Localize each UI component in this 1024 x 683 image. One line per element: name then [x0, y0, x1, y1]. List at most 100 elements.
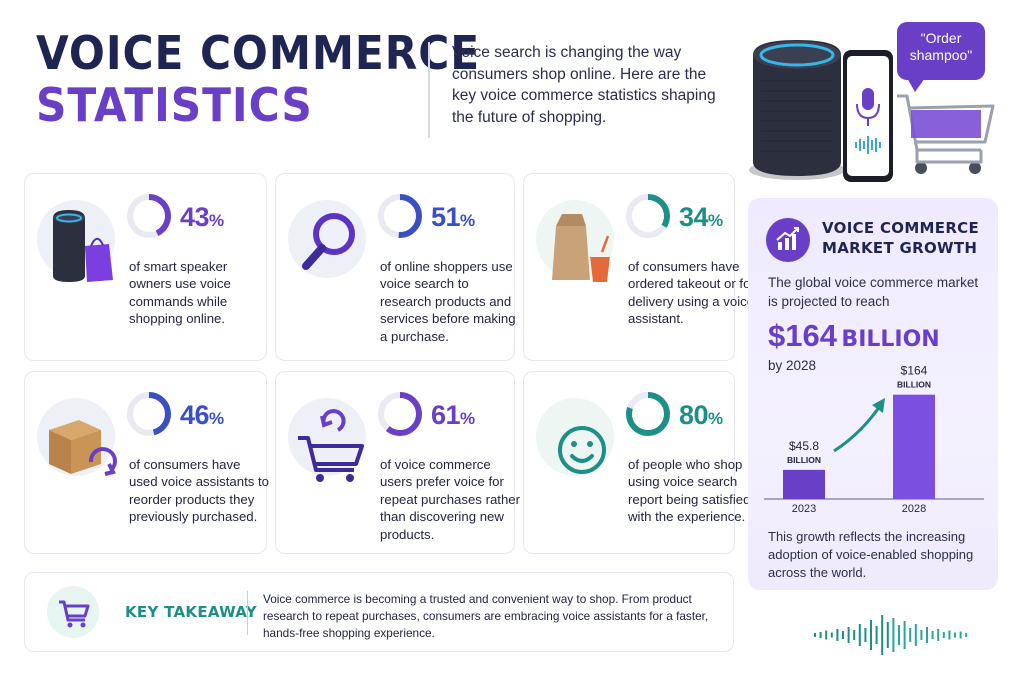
reorder-box-icon: [49, 420, 117, 476]
shopping-cart-icon: [47, 586, 99, 638]
market-year: by 2028: [768, 358, 817, 373]
takeaway-text: Voice commerce is becoming a trusted and…: [263, 592, 709, 640]
hero-illustration: [749, 40, 995, 182]
stat-value: 61: [431, 400, 461, 430]
market-big-unit: BILLION: [841, 327, 940, 352]
ring-progress: [127, 194, 171, 238]
wave-bar: [853, 630, 856, 640]
percent-ring: [127, 194, 171, 238]
stat-card: 46% of consumers have used voice assista…: [24, 371, 270, 554]
market-footer: This growth reflects the increasing adop…: [768, 529, 974, 581]
stat-description: of people who shop using voice search re…: [628, 457, 751, 525]
wave-bar: [959, 631, 962, 639]
stat-card: 43% of smart speaker owners use voice co…: [24, 173, 267, 361]
cart-repeat-icon: [298, 409, 364, 482]
ring-progress: [626, 194, 670, 238]
stat-description: of consumers have used voice assistants …: [129, 457, 270, 525]
growth-arrow: [833, 402, 884, 453]
stat-description: of online shoppers use voice search to r…: [380, 259, 516, 344]
wave-bar: [942, 632, 945, 638]
wave-bar: [825, 630, 828, 640]
smart-speaker-icon: [749, 40, 845, 180]
title-line-1: VOICE COMMERCE: [36, 26, 481, 80]
wave-bar: [909, 628, 912, 642]
stat-unit: %: [708, 211, 723, 230]
percent-ring: [127, 392, 171, 436]
stat-card: 61% of voice commerce users prefer voice…: [275, 371, 520, 554]
intro-text: Voice search is changing the way consume…: [452, 44, 716, 127]
stat-card: 51% of online shoppers use voice search …: [275, 173, 516, 361]
wave-bar: [903, 621, 906, 649]
smart-speaker-icon: [53, 210, 113, 282]
ring-progress: [626, 392, 670, 436]
chart-bar-2023: [783, 469, 825, 499]
intro-divider: [428, 42, 430, 138]
wave-bar: [920, 630, 923, 640]
wave-bar: [814, 633, 816, 637]
ring-progress: [127, 392, 171, 436]
percent-ring: [378, 194, 422, 238]
wave-bar: [948, 630, 951, 640]
wave-bar: [842, 631, 844, 639]
wave-bar: [847, 627, 850, 643]
chart-category-label: 2023: [792, 503, 816, 513]
chart-bar-2028: [893, 394, 935, 499]
sound-wave-icon: [814, 615, 968, 655]
wave-bar: [965, 633, 968, 637]
stat-percent: 43%: [180, 202, 224, 233]
stat-value: 80: [679, 400, 709, 430]
shopping-cart-icon: [897, 94, 995, 174]
stat-description: of consumers have ordered takeout or foo…: [628, 259, 766, 327]
stat-card: 34% of consumers have ordered takeout or…: [523, 173, 765, 361]
stat-description: of voice commerce users prefer voice for…: [380, 457, 521, 542]
wave-bar: [892, 618, 895, 652]
wave-bar: [836, 629, 839, 641]
takeaway-label: KEY TAKEAWAY: [125, 603, 257, 621]
key-takeaway: KEY TAKEAWAY Voice commerce is becoming …: [24, 572, 734, 652]
voice-command-bubble: "Order shampoo": [897, 22, 985, 92]
stat-percent: 61%: [431, 400, 475, 431]
wave-bar: [819, 632, 822, 638]
market-growth-panel: VOICE COMMERCE MARKET GROWTH The global …: [748, 198, 998, 590]
stat-percent: 51%: [431, 202, 475, 233]
stat-unit: %: [209, 211, 224, 230]
wave-bar: [954, 632, 956, 638]
bubble-line-2: shampoo": [909, 46, 973, 63]
wave-bar: [937, 629, 940, 641]
stat-percent: 80%: [679, 400, 723, 431]
market-title: VOICE COMMERCE MARKET GROWTH: [822, 218, 979, 259]
stat-unit: %: [708, 409, 723, 428]
takeaway-divider: [247, 591, 248, 635]
phone-icon: [843, 50, 893, 182]
percent-ring: [626, 392, 670, 436]
page-title: VOICE COMMERCE STATISTICS: [36, 30, 519, 128]
stat-percent: 34%: [679, 202, 723, 233]
chart-unit-label: BILLION: [787, 455, 821, 465]
wave-bar: [875, 626, 878, 644]
wave-bar: [830, 632, 833, 638]
percent-ring: [378, 392, 422, 436]
growth-arrow-head: [872, 398, 885, 413]
growth-chart-icon: [766, 218, 810, 262]
wave-bar: [864, 628, 867, 642]
stat-percent: 46%: [180, 400, 224, 431]
wave-bar: [881, 615, 884, 655]
stat-value: 34: [679, 202, 709, 232]
wave-bar: [858, 624, 861, 646]
magnifier-icon: [302, 213, 355, 270]
stat-unit: %: [460, 211, 475, 230]
stat-unit: %: [209, 409, 224, 428]
smiley-icon: [558, 426, 606, 474]
stat-value: 51: [431, 202, 461, 232]
wave-bar: [870, 620, 872, 650]
market-projection: $164 BILLION: [768, 318, 940, 354]
market-big-number: $164: [768, 318, 837, 353]
chart-value-label: $45.8: [789, 439, 819, 453]
chart-value-label: $164: [901, 364, 928, 378]
stat-value: 46: [180, 400, 210, 430]
bubble-line-1: "Order: [920, 30, 962, 46]
takeout-bag-icon: [552, 214, 611, 282]
market-bar-chart: $45.8 BILLION 2023 $164 BILLION 2028: [764, 364, 984, 513]
market-text: The global voice commerce market is proj…: [768, 275, 979, 309]
wave-bar: [898, 625, 900, 645]
